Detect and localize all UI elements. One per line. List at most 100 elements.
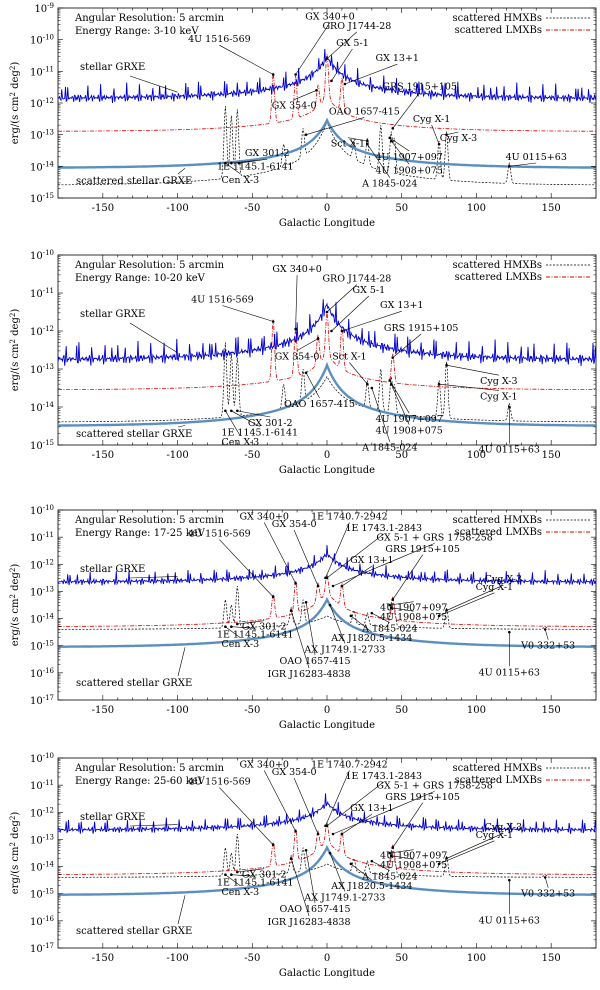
source-label: GX 340+0 [305, 11, 355, 22]
annotation-arrowhead [236, 409, 239, 413]
source-label: GRS 1915+105 [385, 544, 460, 555]
source-label: V0 332+53 [520, 889, 575, 900]
annotation-arrowhead [236, 622, 239, 626]
annotation-arrow [231, 874, 256, 877]
x-tick-label: 0 [324, 953, 330, 964]
source-label: AX J1820.5-1434 [330, 633, 412, 644]
annotation-arrowhead [328, 603, 332, 607]
annotation-arrow [431, 124, 440, 145]
source-label: 4U 0115+63 [479, 667, 540, 678]
annotation-arrow [237, 620, 265, 625]
annotation-arrow [225, 874, 241, 887]
annotation-arrowhead [224, 161, 227, 165]
y-tick-label: 10-13 [30, 363, 54, 376]
annotation-arrow [446, 131, 459, 135]
y-tick-label: 10-15 [30, 640, 54, 653]
y-tick-label: 10-10 [30, 34, 54, 47]
series-stellar-grxe [57, 545, 597, 586]
annotation-arrow [290, 858, 310, 917]
x-tick-label: 50 [395, 705, 408, 716]
y-tick-label: 10-15 [30, 439, 54, 452]
annotation-arrowhead [389, 382, 393, 386]
annotation-arrow [305, 850, 316, 903]
source-label: 4U 1907+097 [380, 603, 447, 614]
x-tick-label: -50 [244, 450, 260, 461]
annotation-arrowhead [294, 327, 297, 331]
annotation-arrow [371, 612, 390, 623]
annotation-arrowhead [236, 870, 239, 874]
annotation-arrow [293, 529, 319, 587]
source-label: OAO 1657-415 [284, 399, 355, 410]
annotation-arrowhead [388, 603, 392, 607]
y-tick-label: 10-14 [30, 160, 55, 173]
y-tick-label: 10-17 [30, 694, 54, 707]
annotation-arrow [326, 31, 358, 59]
y-tick-label: 10-11 [30, 287, 54, 300]
source-label: 4U 1908+075 [380, 612, 447, 623]
legend-label-lmxbs: scattered LMXBs [455, 527, 542, 538]
annotation-arrowhead [230, 409, 233, 413]
source-label: A 1845-024 [361, 872, 417, 883]
source-label: GX 301-2 [245, 148, 290, 159]
annotation-arrow [332, 791, 435, 835]
annotation-arrow [392, 802, 423, 848]
annotation-arrow [438, 840, 495, 865]
y-tick-label: 10-16 [30, 915, 55, 928]
annotation-arrow [293, 777, 319, 835]
annotation-arrowhead [389, 606, 393, 610]
x-tick-label: 150 [542, 450, 561, 461]
y-tick-label: 10-13 [30, 585, 54, 598]
annotation-arrow [305, 117, 365, 135]
x-tick-label: 100 [467, 705, 486, 716]
annotation-arrow [225, 410, 241, 437]
source-label: 4U 1516-569 [188, 777, 251, 788]
y-tick-label: 10-13 [30, 833, 54, 846]
legend-label-lmxbs: scattered LMXBs [455, 272, 542, 283]
annotation-arrowhead [437, 614, 441, 618]
annotation-arrow [389, 380, 410, 414]
source-label: 1E 1740.7-2942 [311, 760, 388, 771]
series-stellar-grxe [57, 793, 597, 834]
annotation-arrow [341, 310, 402, 332]
annotation-arrowhead [304, 133, 308, 136]
source-label: 4U 1516-569 [191, 295, 254, 306]
annotation-arrow [391, 140, 410, 165]
annotation-arrow [446, 364, 499, 376]
annotation-arrow [329, 852, 346, 892]
y-tick-label: 10-10 [30, 752, 54, 765]
source-label: 4U 0115+63 [479, 445, 540, 456]
source-label: GX 5-1 [353, 285, 386, 296]
annotation-arrow [389, 601, 414, 606]
x-tick-label: 100 [467, 203, 486, 214]
source-label: 1E 1145.1-6141 [221, 428, 298, 439]
source-label: Cyg X-1 [476, 830, 513, 841]
x-axis-title: Galactic Longitude [279, 720, 375, 731]
source-label: GX 354-0 [275, 352, 320, 363]
annotation-arrowhead [437, 862, 441, 866]
annotation-arrowhead [366, 139, 369, 143]
annotation-arrowhead [349, 614, 353, 618]
annotation-arrowhead [391, 127, 395, 130]
source-label: IGR J16283-4838 [268, 917, 351, 928]
x-tick-label: 0 [324, 203, 330, 214]
annotation-arrow [219, 44, 274, 75]
scattered-stellar-grxe-label: scattered stellar GRXE [76, 176, 192, 187]
annotation-arrow [371, 387, 391, 442]
annotation-arrow [341, 813, 372, 835]
stellar-grxe-label: stellar GRXE [80, 564, 145, 575]
annotation-arrowhead [388, 379, 392, 382]
annotation-arrowhead [331, 832, 335, 836]
annotation-arrow [237, 868, 265, 873]
source-label: GRS 1915+105 [382, 82, 457, 93]
chart-panel-2: -150 -100 -50 0 50 100 150 10-15 10-14 10-13 10-12… [9, 249, 597, 476]
annotation-arrow [295, 275, 298, 330]
source-label: 1E 1743.1-2843 [345, 771, 422, 782]
legend-label-hmxbs: scattered HMXBs [453, 260, 543, 271]
annotation-arrowhead [224, 409, 227, 413]
source-label: AX J1749.1-2733 [303, 645, 385, 656]
annotation-arrow [294, 90, 317, 100]
